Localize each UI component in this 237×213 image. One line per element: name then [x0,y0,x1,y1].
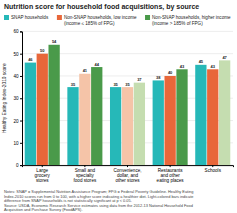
tick: 0 [16,163,22,168]
data-labels: 46 35 35 38 45 50 41 35 40 43 54 44 37 43 47 [28,39,227,86]
data-label: 45 [199,59,204,64]
tick: 10 [13,141,22,146]
tick: 20 [13,119,22,124]
bar [25,63,36,166]
bar [91,67,102,165]
legend-label: Non-SNAP households, low income(income ≤… [64,15,137,25]
tick-label: Schools [205,168,222,173]
tick-label: 20 [13,119,19,124]
legend-swatch [145,15,150,20]
bar [67,87,78,165]
tick-label-line: stores [36,178,49,183]
tick-mark [127,165,128,167]
bar [134,83,145,165]
bar [195,65,206,165]
annotation: Notes: SNAP = Supplemental Nutrition Ass… [4,189,193,212]
tick-label-line: eating places [157,178,185,183]
title-line: Nutrition score for household food acqui… [4,3,199,11]
tick: Largegrocerystores [35,165,51,183]
tick-mark [20,165,22,166]
legend-swatch [57,15,62,20]
y-axis-title: Healthy Eating Index-2010 score [2,63,7,133]
x-axis: Largegrocerystores Small andspecialtyfood… [23,165,234,183]
bar [122,87,133,165]
bar [110,87,121,165]
tick-label: Restaurantsand othereating places [157,168,185,183]
tick: Small andspecialtyfood stores [74,165,97,183]
axis-line [20,32,23,166]
tick-mark [84,165,85,167]
tick-mark [20,98,22,99]
bar [176,69,187,165]
tick-mark [20,54,22,55]
data-label: 50 [40,48,45,53]
tick-label: 50 [13,52,19,57]
legend-label: SNAP households [11,15,49,20]
data-label: 54 [52,39,57,44]
chart: Nutrition score for household food acqui… [0,0,237,213]
legend-item: Non-SNAP households, low income(income ≤… [57,15,137,26]
data-label: 35 [113,82,118,87]
tick-label: 0 [16,163,19,168]
data-label: 43 [211,64,216,69]
annotation-line: Acquisition and Purchase Survey (FoodAPS… [4,207,83,212]
tick-mark [20,76,22,77]
tick: 40 [13,74,22,79]
legend-swatch [4,15,9,20]
legend: SNAP households Non-SNAP households, low … [4,15,231,26]
tick: Restaurantsand othereating places [157,165,185,183]
data-label: 44 [95,62,100,67]
tick-mark [20,143,22,144]
tick-label: Small andspecialtyfood stores [74,168,97,183]
data-label: 43 [180,64,185,69]
title: Nutrition score for household food acqui… [4,3,199,11]
tick-label: 60 [13,29,19,34]
data-label: 35 [71,82,76,87]
bar [164,76,175,165]
tick-mark [42,165,43,167]
tick-label-line: other stores [115,178,140,183]
tick-label-line: Schools [205,168,222,173]
tick-label-line: food stores [74,178,97,183]
bar [37,54,48,165]
legend-item: SNAP households [4,15,49,20]
tick-mark [20,31,22,32]
tick-label: 30 [13,96,19,101]
tick: 30 [13,96,22,101]
bars [25,45,231,165]
grid [22,31,233,165]
tick: Schools [205,165,222,173]
legend-item: Non-SNAP households, higher income(incom… [145,15,231,26]
tick-mark [212,165,213,167]
legend-label-line: (income > 185% of FPG) [152,21,203,26]
tick-mark [170,165,171,167]
tick-label: Largegrocerystores [35,168,51,183]
data-label: 46 [28,57,33,62]
bar [153,80,164,165]
tick-label: 10 [13,141,19,146]
bar [48,45,59,165]
y-axis: 0 10 20 30 40 50 60 [13,29,22,168]
tick-label: 40 [13,74,19,79]
legend-label: Non-SNAP households, higher income(incom… [152,15,231,25]
data-label: 47 [222,55,227,60]
notes: Notes: SNAP = Supplemental Nutrition Ass… [4,189,193,212]
bar [79,74,90,165]
legend-label-line: SNAP households [11,15,49,20]
bar [219,60,230,165]
grid-line [22,31,233,32]
data-label: 41 [83,68,88,73]
bar [207,69,218,165]
tick-mark [20,121,22,122]
axis-line [23,166,234,168]
data-label: 38 [156,75,161,80]
data-label: 37 [137,77,142,82]
tick: Convenience,dollar, andother stores [113,165,141,183]
legend-label-line: (income ≤ 185% of FPG) [64,21,115,26]
tick: 60 [13,29,22,34]
tick: 50 [13,52,22,57]
tick-label: Convenience,dollar, andother stores [113,168,141,183]
data-label: 40 [168,70,173,75]
data-label: 35 [125,82,130,87]
